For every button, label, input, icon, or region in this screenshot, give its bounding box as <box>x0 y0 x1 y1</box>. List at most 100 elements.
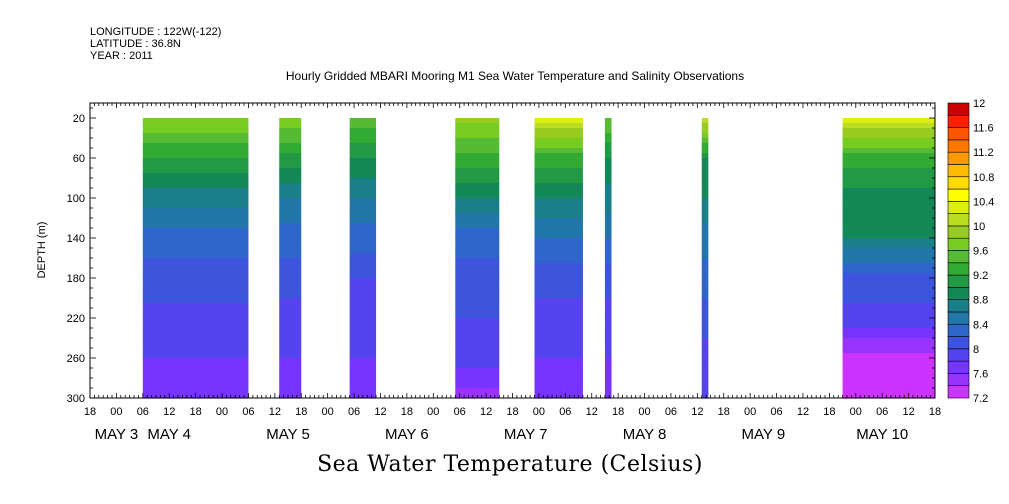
data-cell <box>279 203 302 209</box>
x-tick-label: 18 <box>612 406 624 418</box>
data-cell <box>701 223 709 229</box>
data-cell <box>604 168 612 174</box>
y-tick-label: 260 <box>67 353 85 365</box>
data-cell <box>279 278 302 284</box>
data-cell <box>701 243 709 249</box>
data-cell <box>142 298 249 304</box>
data-cell <box>142 363 249 369</box>
data-cell <box>279 368 302 374</box>
data-cell <box>142 158 249 164</box>
data-cell <box>842 218 935 224</box>
data-cell <box>455 248 500 254</box>
data-cell <box>701 333 709 339</box>
data-cell <box>455 263 500 269</box>
x-day-label: MAY 4 <box>147 426 191 443</box>
x-tick-label: 00 <box>850 406 862 418</box>
data-cell <box>142 288 249 294</box>
data-cell <box>279 163 302 169</box>
data-cell <box>701 178 709 184</box>
colorbar-label: 9.2 <box>973 270 988 282</box>
axis-ticks: 18 00 06 12 18 00 06 12 18 00 06 12 18 00 06 12 18 00 06 12… <box>67 103 941 443</box>
data-cell <box>701 193 709 199</box>
data-cell <box>701 353 709 359</box>
data-cell <box>349 363 377 369</box>
data-cell <box>279 168 302 174</box>
data-cell <box>842 293 935 299</box>
data-cell <box>142 373 249 379</box>
data-cell <box>279 258 302 264</box>
data-cell <box>455 193 500 199</box>
data-cell <box>604 323 612 329</box>
data-cell <box>142 243 249 249</box>
data-cell <box>142 278 249 284</box>
data-cell <box>349 218 377 224</box>
data-cell <box>455 223 500 229</box>
data-cell <box>604 348 612 354</box>
data-cell <box>701 308 709 314</box>
data-cell <box>842 358 935 364</box>
data-cell <box>604 368 612 374</box>
data-cell <box>455 283 500 289</box>
colorbar-label: 7.2 <box>973 393 988 405</box>
data-cell <box>455 363 500 369</box>
data-cell <box>349 188 377 194</box>
data-cell <box>279 343 302 349</box>
data-cell <box>842 273 935 279</box>
data-cell <box>142 198 249 204</box>
x-tick-label: 12 <box>902 406 914 418</box>
data-cell <box>349 243 377 249</box>
data-cell <box>701 273 709 279</box>
x-tick-label: 18 <box>401 406 413 418</box>
data-cell <box>455 238 500 244</box>
data-cell <box>349 158 377 164</box>
data-cell <box>142 383 249 389</box>
data-cell <box>279 153 302 159</box>
data-cell <box>349 268 377 274</box>
data-cell <box>534 203 583 209</box>
data-cell <box>142 168 249 174</box>
data-cell <box>604 328 612 334</box>
data-cell <box>534 288 583 294</box>
data-cell <box>455 148 500 154</box>
data-cell <box>604 263 612 269</box>
colorbar-label: 10 <box>973 221 985 233</box>
data-cell <box>842 343 935 349</box>
data-cell <box>701 213 709 219</box>
data-cell <box>279 388 302 394</box>
data-cell <box>349 323 377 329</box>
data-cell <box>142 183 249 189</box>
data-cell <box>701 208 709 214</box>
data-cell <box>142 133 249 139</box>
data-cell <box>455 298 500 304</box>
data-cell <box>701 298 709 304</box>
data-cell <box>534 373 583 379</box>
data-cell <box>349 153 377 159</box>
data-cell <box>455 308 500 314</box>
data-cell <box>279 303 302 309</box>
data-cell <box>842 383 935 389</box>
data-cell <box>279 263 302 269</box>
data-cell <box>604 388 612 394</box>
data-column <box>349 118 377 399</box>
data-cell <box>842 248 935 254</box>
data-cell <box>604 193 612 199</box>
data-cell <box>279 148 302 154</box>
data-cell <box>142 358 249 364</box>
data-cell <box>279 283 302 289</box>
y-tick-label: 220 <box>67 313 85 325</box>
x-tick-label: 12 <box>691 406 703 418</box>
data-cell <box>701 338 709 344</box>
data-cell <box>604 373 612 379</box>
data-cell <box>604 243 612 249</box>
data-cell <box>142 328 249 334</box>
data-cell <box>279 308 302 314</box>
data-cell <box>455 163 500 169</box>
data-cell <box>455 358 500 364</box>
data-cell <box>142 118 249 124</box>
data-cell <box>455 203 500 209</box>
x-tick-label: 00 <box>427 406 439 418</box>
colorbar-swatch <box>947 225 970 239</box>
data-cell <box>534 328 583 334</box>
data-cell <box>279 383 302 389</box>
data-cell <box>455 118 500 124</box>
